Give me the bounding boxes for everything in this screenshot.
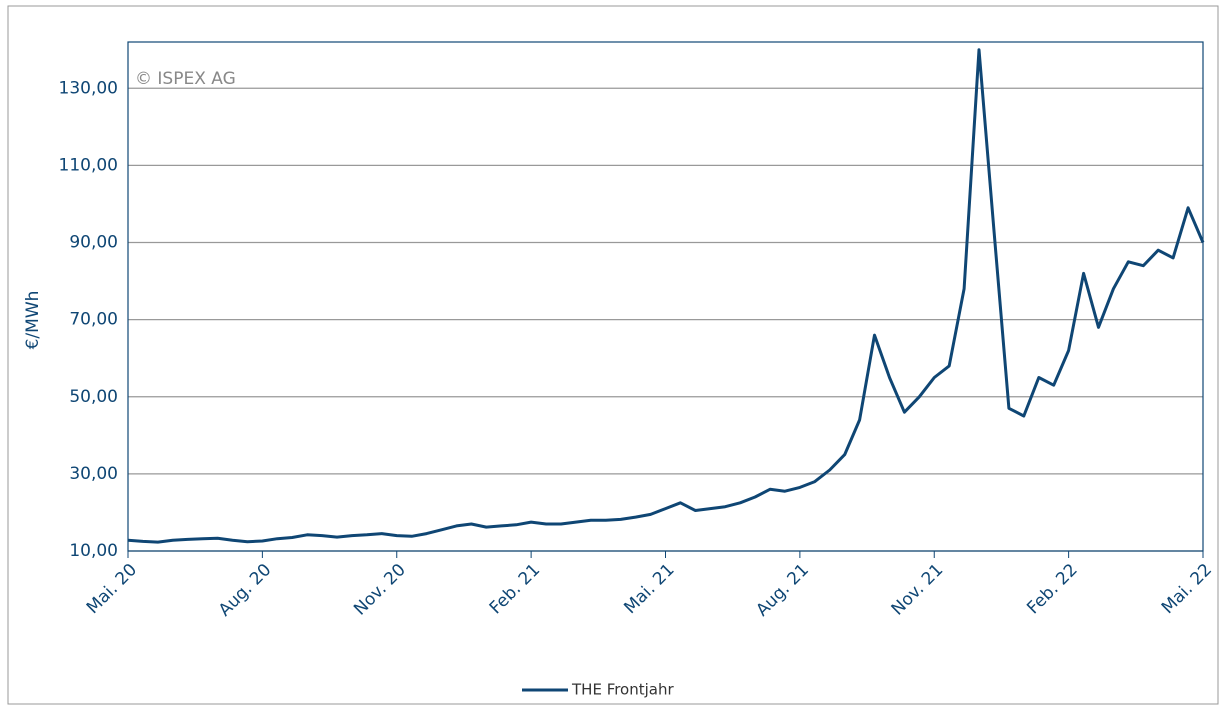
y-tick-label: 110,00	[59, 155, 118, 175]
data-line	[127, 48, 1205, 544]
y-tick-label: 70,00	[69, 310, 118, 330]
y-tick-label: 10,00	[69, 541, 118, 561]
frame	[7, 5, 1219, 705]
y-tick-label: 50,00	[69, 387, 118, 407]
watermark: © ISPEX AG	[135, 69, 236, 89]
y-tick-label: 30,00	[69, 464, 118, 484]
y-axis-label: €/MWh	[23, 291, 43, 350]
y-tick-label: 90,00	[69, 233, 118, 253]
legend-label: THE Frontjahr	[571, 681, 674, 699]
y-tick-label: 130,00	[59, 78, 118, 98]
